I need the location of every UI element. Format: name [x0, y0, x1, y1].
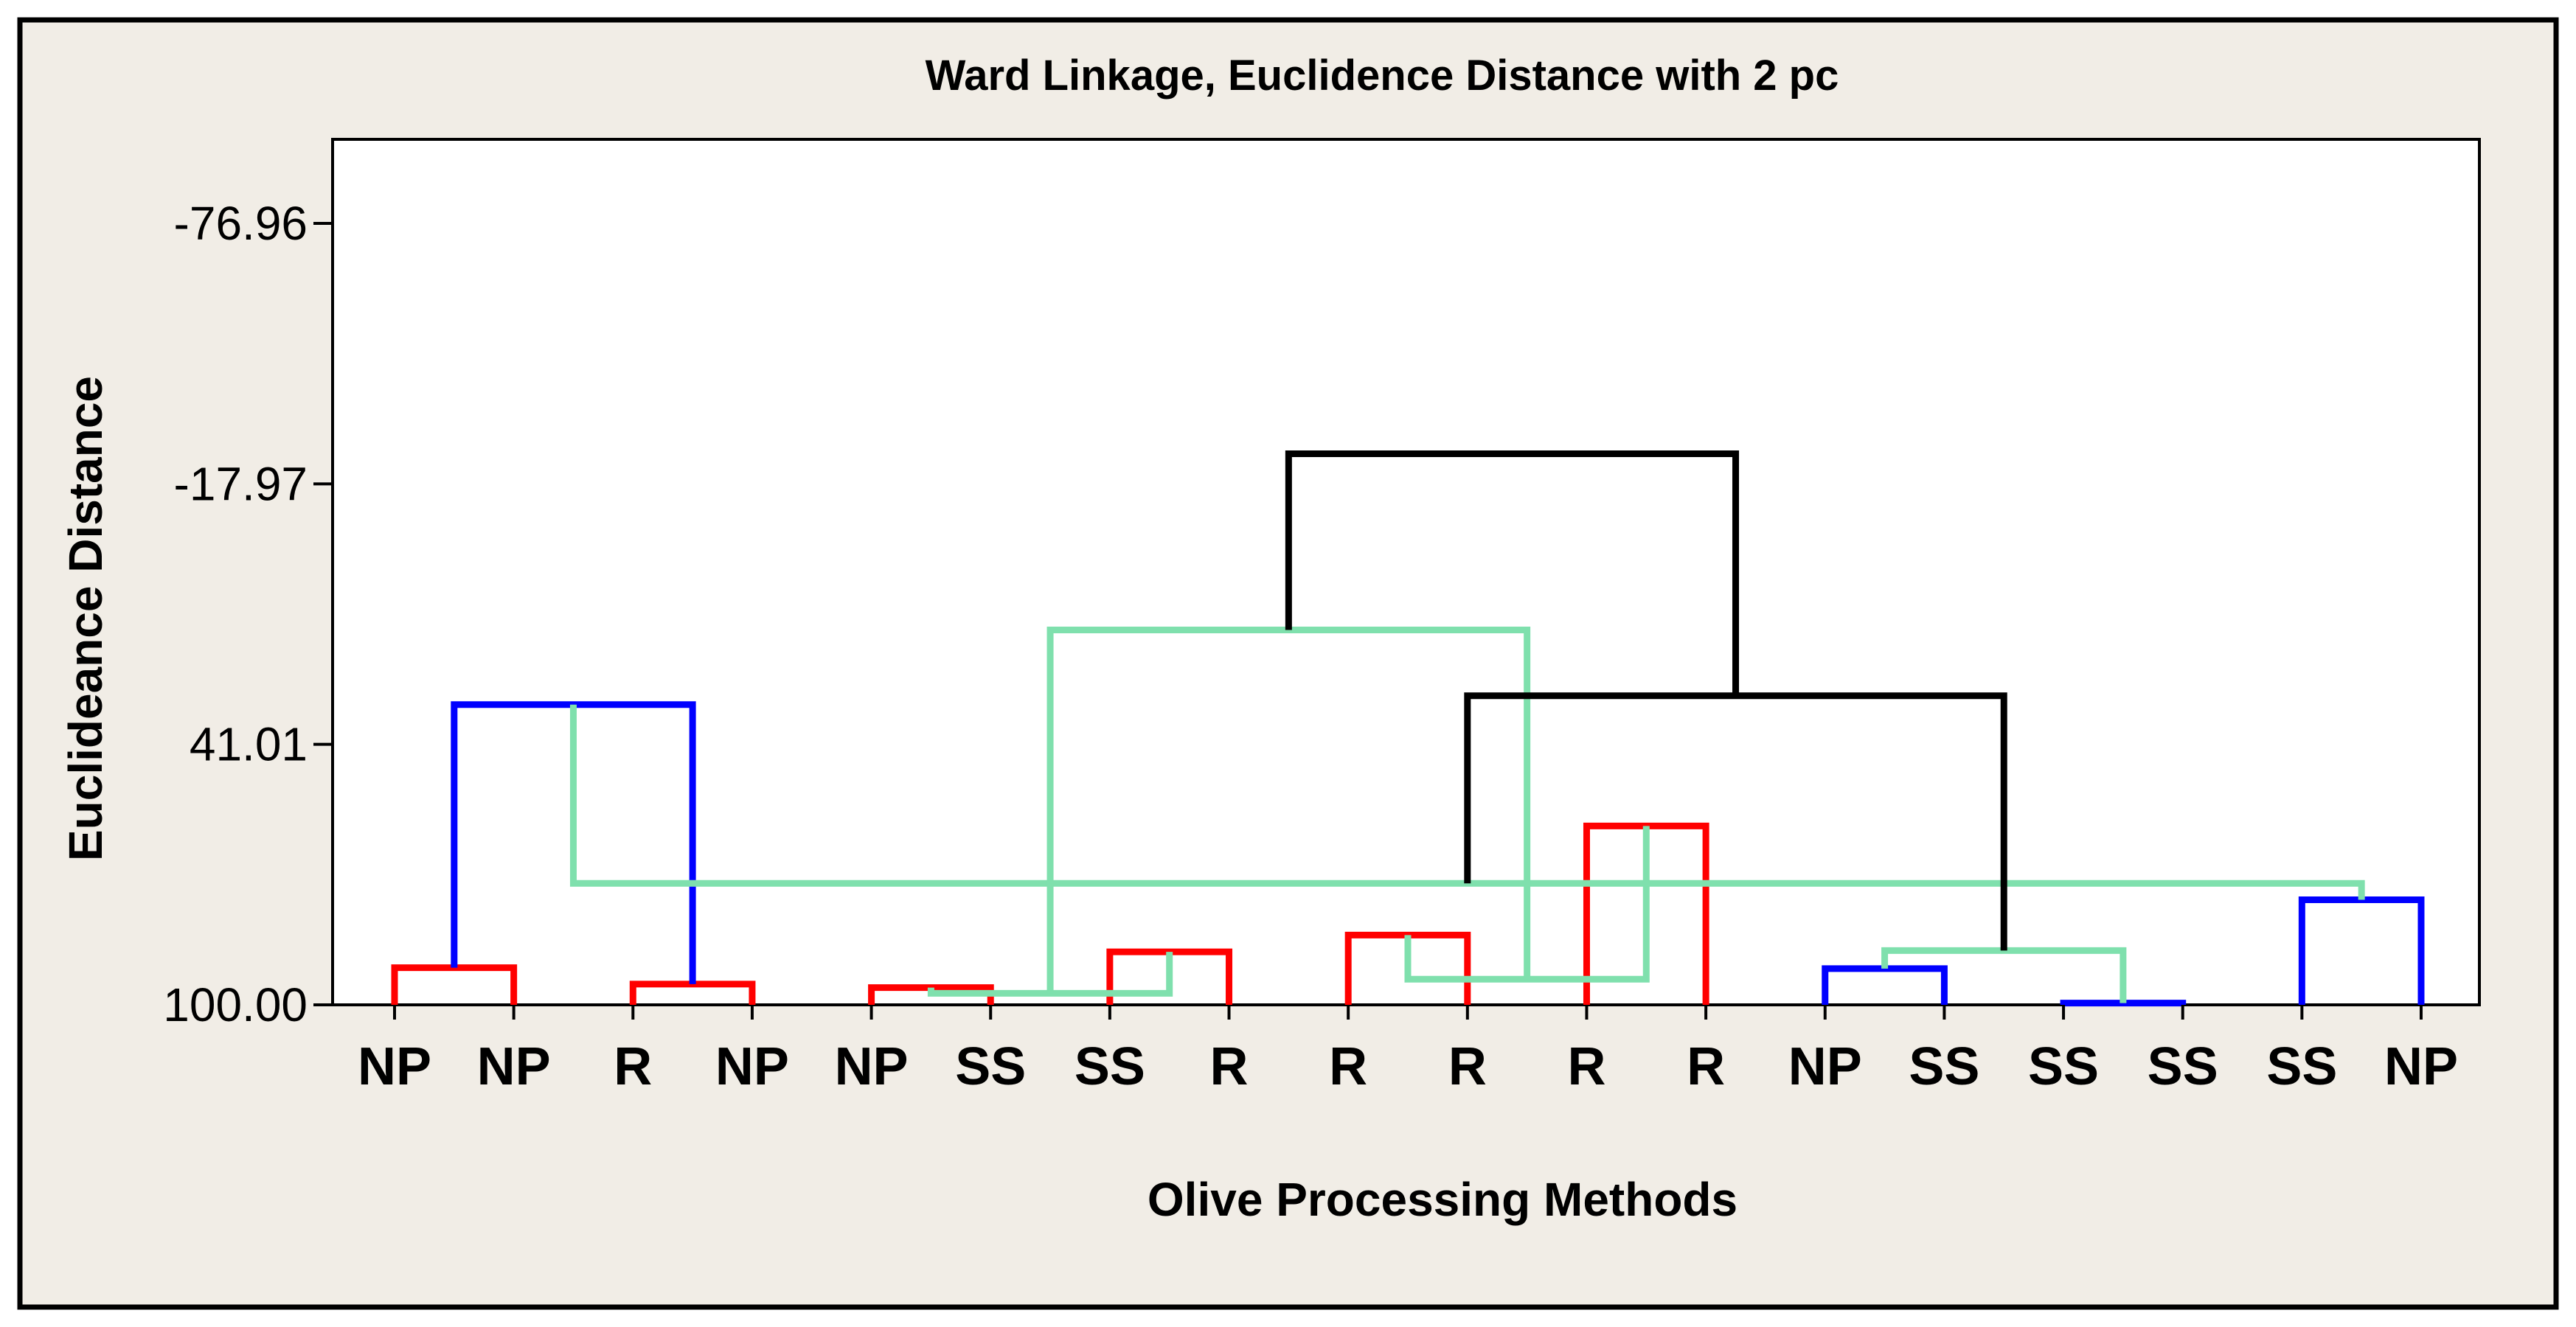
x-axis-leaf-labels: NP NP R NP NP SS SS R R R R R NP SS SS SS SS NP	[358, 1005, 2458, 1096]
dendrogram-link	[391, 964, 518, 1005]
leaf-label: SS	[1075, 1037, 1145, 1096]
leaf-label: R	[614, 1037, 652, 1096]
dendrogram-link	[2060, 1000, 2187, 1007]
leaf-label: NP	[835, 1037, 909, 1096]
dendrogram-link	[927, 952, 1173, 997]
leaf-label: NP	[1788, 1037, 1862, 1096]
y-tick-label: -76.96	[174, 197, 308, 250]
dendrogram-link	[629, 981, 756, 1005]
dendrogram-link	[1285, 450, 1740, 696]
leaf-label: SS	[2266, 1037, 2337, 1096]
x-axis-label: Olive Processing Methods	[1148, 1173, 1737, 1226]
leaf-label: SS	[1909, 1037, 1979, 1096]
leaf-label: R	[1329, 1037, 1367, 1096]
dendrogram-link	[1106, 948, 1233, 1005]
y-axis: -76.96 -17.97 41.01 100.00	[163, 197, 333, 1031]
y-axis-label: Euclideance Distance	[59, 376, 112, 861]
leaf-label: NP	[477, 1037, 551, 1096]
dendrogram-link	[1404, 826, 1650, 983]
dendrogram-link	[1583, 822, 1709, 1005]
leaf-label: SS	[2148, 1037, 2218, 1096]
leaf-label: NP	[358, 1037, 431, 1096]
dendrogram-link	[1344, 931, 1471, 1005]
leaf-label: SS	[2028, 1037, 2099, 1096]
leaf-label: R	[1448, 1037, 1487, 1096]
y-tick-label: 41.01	[190, 718, 308, 771]
leaf-label: SS	[955, 1037, 1026, 1096]
leaf-label: R	[1210, 1037, 1249, 1096]
dendrogram-links	[391, 450, 2425, 1007]
leaf-label: R	[1567, 1037, 1605, 1096]
leaf-label: NP	[2384, 1037, 2458, 1096]
dendrogram-link	[1881, 947, 2127, 1003]
y-tick-label: 100.00	[163, 978, 308, 1031]
y-tick-label: -17.97	[174, 457, 308, 510]
chart-title: Ward Linkage, Euclidence Distance with 2…	[926, 52, 1839, 100]
leaf-label: R	[1687, 1037, 1725, 1096]
plot-area	[331, 138, 2481, 1006]
leaf-label: NP	[715, 1037, 789, 1096]
